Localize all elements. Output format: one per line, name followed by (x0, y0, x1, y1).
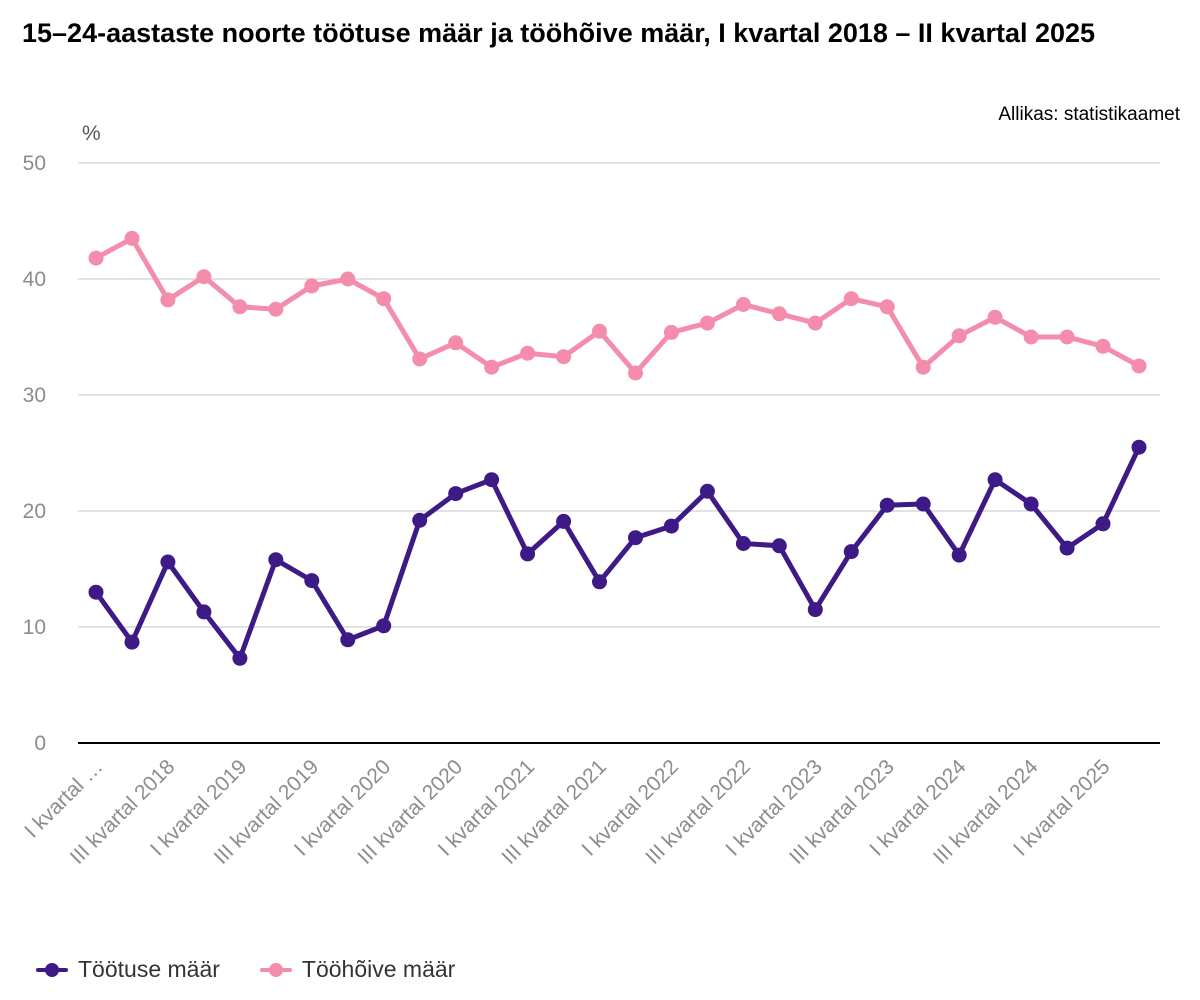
data-point (1023, 329, 1039, 345)
data-point (232, 650, 248, 666)
data-point (915, 359, 931, 375)
data-point (124, 230, 140, 246)
y-tick-labels: 0 10 20 30 40 50 (23, 152, 46, 755)
data-point (268, 301, 284, 317)
series-line (93, 235, 1142, 376)
data-point (663, 518, 679, 534)
data-point (987, 472, 1003, 488)
data-point (484, 359, 500, 375)
data-point (520, 546, 536, 562)
data-point (1095, 338, 1111, 354)
data-point (915, 496, 931, 512)
data-point (987, 309, 1003, 325)
data-point (699, 315, 715, 331)
legend: Töötuse määr Tööhõive määr (36, 956, 495, 983)
data-point (376, 618, 392, 634)
line-chart: 0 10 20 30 40 50 I kvartal …III kvartal 2018I… (20, 152, 1160, 869)
y-axis-label: % (82, 122, 101, 145)
data-point (448, 335, 464, 351)
data-point (735, 536, 751, 551)
data-point (628, 365, 643, 381)
source-note: Allikas: statistikaamet (998, 104, 1180, 125)
data-point (1059, 329, 1075, 345)
data-point (1131, 439, 1147, 455)
data-point (412, 512, 428, 528)
data-point (807, 315, 823, 331)
series-employment-rate (88, 230, 1147, 381)
data-point (448, 486, 464, 502)
data-point (484, 472, 500, 488)
data-point (1095, 516, 1111, 532)
legend-label-unemployment: Töötuse määr (78, 956, 220, 982)
y-tick-label: 0 (34, 732, 46, 755)
data-point (340, 632, 356, 648)
data-point (340, 271, 356, 287)
y-tick-label: 20 (23, 500, 46, 523)
data-point (232, 299, 248, 315)
data-point (160, 292, 176, 308)
data-point (160, 554, 176, 570)
data-point (1131, 358, 1147, 374)
data-point (556, 513, 572, 529)
y-tick-label: 30 (23, 384, 46, 407)
data-point (124, 634, 140, 650)
y-tick-label: 40 (23, 268, 46, 291)
series-layer (88, 230, 1147, 666)
data-point (879, 497, 895, 513)
data-point (807, 602, 823, 618)
data-point (304, 573, 320, 589)
data-point (843, 544, 859, 560)
data-point (556, 349, 572, 365)
series-unemployment-rate (88, 439, 1147, 666)
data-point (951, 547, 967, 563)
data-point (951, 328, 967, 344)
y-tick-label: 10 (23, 616, 46, 639)
data-point (412, 351, 428, 367)
data-point (88, 584, 104, 600)
legend-item-employment[interactable]: Tööhõive määr (259, 956, 456, 983)
data-point (520, 345, 536, 361)
legend-label-employment: Tööhõive määr (301, 956, 456, 982)
data-point (879, 299, 895, 315)
legend-item-unemployment[interactable]: Töötuse määr (36, 956, 220, 983)
data-point (1023, 496, 1039, 512)
y-tick-label: 50 (23, 152, 46, 175)
data-point (1059, 540, 1075, 556)
data-point (771, 306, 787, 322)
legend-swatch-unemployment (36, 962, 68, 977)
legend-swatch-employment (259, 962, 292, 977)
data-point (735, 297, 751, 312)
data-point (628, 530, 643, 546)
data-point (592, 574, 607, 590)
series-line (93, 444, 1142, 661)
gridlines (78, 162, 1160, 744)
data-point (196, 269, 212, 285)
data-point (196, 604, 212, 620)
data-point (304, 278, 320, 294)
data-point (699, 483, 715, 499)
data-point (771, 538, 787, 554)
data-point (843, 291, 859, 307)
chart-title: 15–24-aastaste noorte töötuse määr ja tö… (22, 18, 1096, 48)
data-point (376, 291, 392, 307)
data-point (268, 552, 284, 568)
data-point (88, 250, 104, 266)
data-point (592, 323, 607, 339)
data-point (663, 324, 679, 340)
